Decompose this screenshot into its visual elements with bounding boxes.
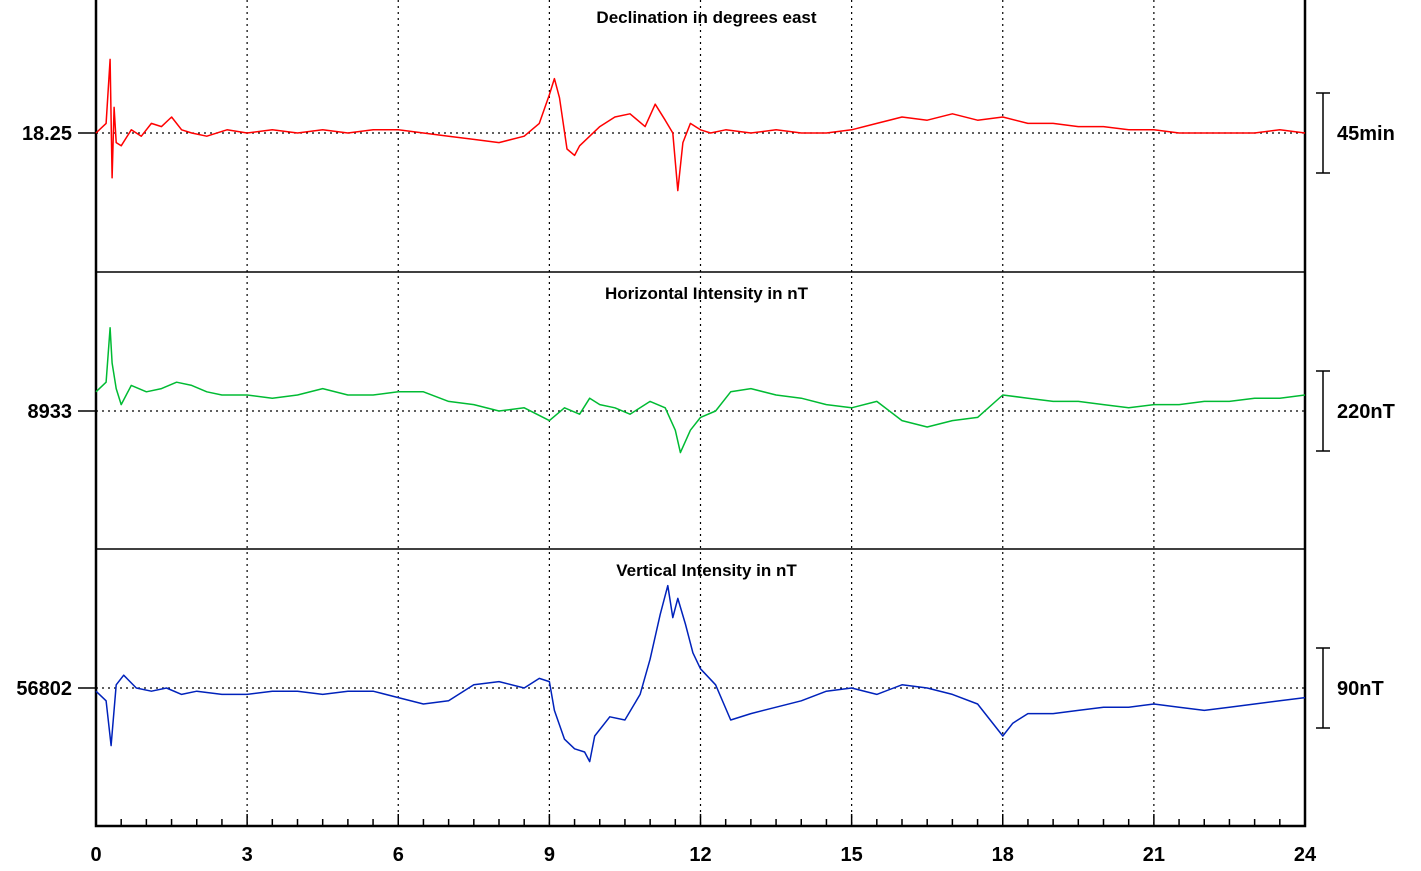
x-tick-label: 6: [393, 844, 404, 866]
scale-bar-label: 90nT: [1337, 678, 1384, 700]
x-tick-label: 15: [841, 844, 863, 866]
scale-bar-label: 220nT: [1337, 401, 1395, 423]
baseline-value-label: 56802: [16, 678, 72, 700]
x-tick-label: 24: [1294, 844, 1317, 866]
panel-title: Declination in degrees east: [596, 8, 816, 27]
series-line-panel-3: [95, 584, 1306, 763]
panel-title: Horizontal Intensity in nT: [605, 284, 809, 303]
series-line-panel-2: [95, 327, 1306, 454]
series-line-panel-1: [95, 58, 1306, 192]
x-tick-label: 21: [1143, 844, 1165, 866]
x-tick-label: 0: [90, 844, 101, 866]
x-tick-label: 3: [242, 844, 253, 866]
x-tick-label: 12: [689, 844, 711, 866]
baseline-value-label: 18.25: [22, 123, 72, 145]
baseline-value-label: 8933: [28, 401, 73, 423]
panel-title: Vertical Intensity in nT: [616, 561, 797, 580]
x-tick-label: 18: [992, 844, 1014, 866]
x-tick-label: 9: [544, 844, 555, 866]
scale-bar-label: 45min: [1337, 123, 1395, 145]
